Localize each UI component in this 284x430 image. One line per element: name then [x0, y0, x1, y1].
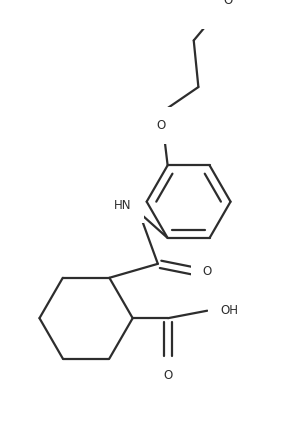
Text: O: O [164, 369, 173, 382]
Text: O: O [202, 265, 212, 278]
Text: HN: HN [114, 199, 132, 212]
Text: OH: OH [220, 304, 238, 317]
Text: O: O [224, 0, 233, 7]
Text: O: O [156, 119, 166, 132]
